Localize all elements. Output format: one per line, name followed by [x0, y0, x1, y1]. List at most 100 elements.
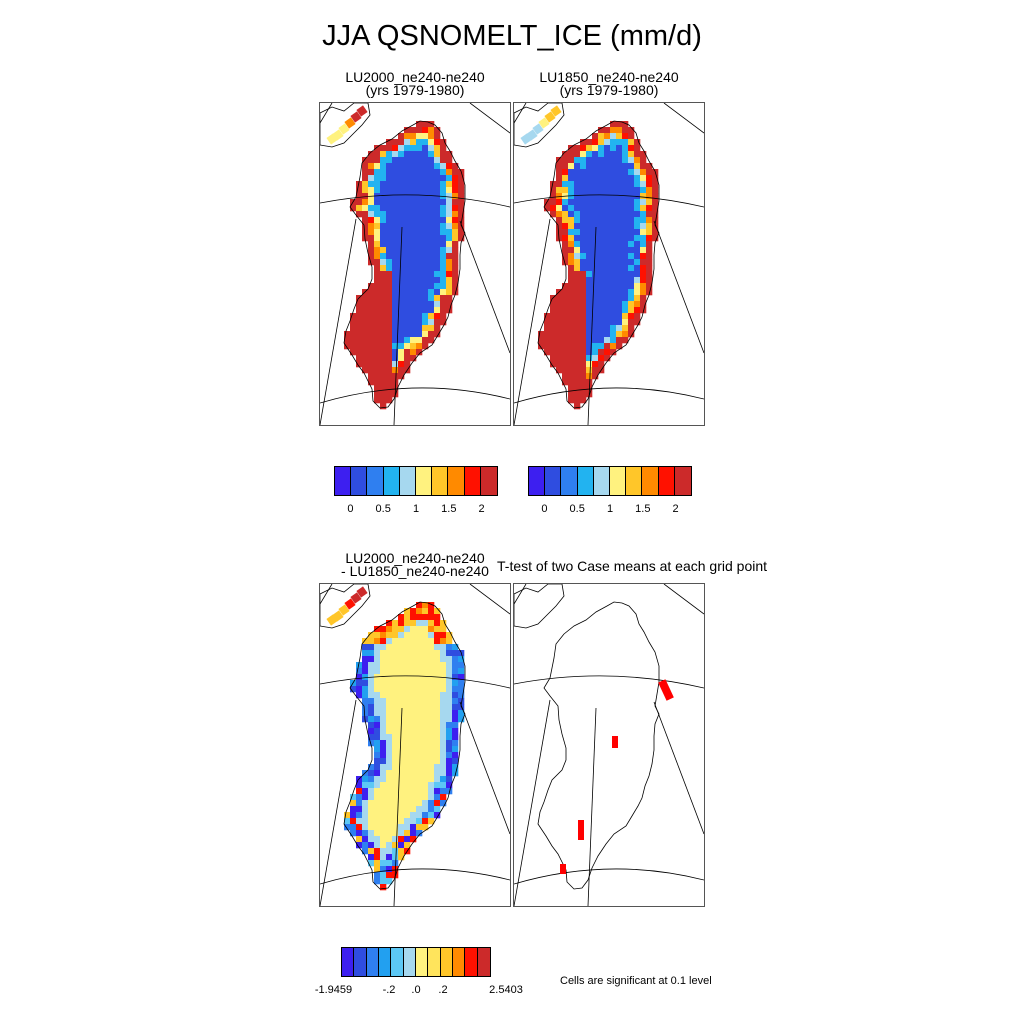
grid-cell: [368, 307, 374, 313]
grid-cell: [586, 241, 592, 247]
grid-cell: [404, 319, 410, 325]
grid-cell: [398, 818, 404, 824]
grid-cell: [362, 319, 368, 325]
grid-cell: [568, 211, 574, 217]
grid-cell: [568, 205, 574, 211]
grid-cell: [404, 716, 410, 722]
grid-cell: [640, 235, 646, 241]
grid-cell: [416, 782, 422, 788]
grid-cell: [422, 211, 428, 217]
grid-cell: [368, 728, 374, 734]
grid-cell: [610, 265, 616, 271]
map-lu1850: [514, 103, 704, 425]
grid-cell: [368, 295, 374, 301]
grid-cell: [568, 229, 574, 235]
grid-cell: [380, 842, 386, 848]
grid-cell: [380, 674, 386, 680]
grid-cell: [574, 289, 580, 295]
grid-cell: [628, 325, 634, 331]
grid-cell: [428, 782, 434, 788]
grid-cell: [386, 710, 392, 716]
grid-cell: [598, 331, 604, 337]
grid-cell: [410, 139, 416, 145]
grid-cell: [380, 686, 386, 692]
grid-cell: [434, 139, 440, 145]
grid-cell: [610, 235, 616, 241]
grid-cell: [422, 608, 428, 614]
grid-cell: [592, 175, 598, 181]
grid-cell: [574, 391, 580, 397]
grid-cell: [404, 686, 410, 692]
grid-cell: [446, 157, 452, 163]
grid-cell: [586, 277, 592, 283]
grid-cell: [398, 764, 404, 770]
grid-cell: [392, 217, 398, 223]
grid-cell: [452, 740, 458, 746]
grid-cell: [380, 668, 386, 674]
grid-cell: [392, 295, 398, 301]
grid-cell: [452, 223, 458, 229]
grid-cell: [398, 638, 404, 644]
grid-cell: [392, 794, 398, 800]
grid-cell: [362, 361, 368, 367]
grid-cell: [416, 145, 422, 151]
grid-cell: [562, 367, 568, 373]
grid-cell: [562, 199, 568, 205]
grid-cell: [398, 812, 404, 818]
grid-cell: [610, 163, 616, 169]
grid-cell: [410, 626, 416, 632]
grid-cell: [434, 199, 440, 205]
grid-cell: [392, 373, 398, 379]
grid-cell: [416, 764, 422, 770]
grid-cell: [380, 878, 386, 884]
grid-cell: [404, 259, 410, 265]
grid-cell: [446, 169, 452, 175]
grid-cell: [568, 223, 574, 229]
grid-cell: [610, 319, 616, 325]
grid-cell: [562, 343, 568, 349]
grid-cell: [374, 746, 380, 752]
grid-cell: [550, 307, 556, 313]
grid-cell: [592, 187, 598, 193]
grid-cell: [446, 289, 452, 295]
grid-cell: [604, 205, 610, 211]
grid-cell: [592, 349, 598, 355]
grid-cell: [634, 301, 640, 307]
grid-cell: [550, 343, 556, 349]
grid-cell: [368, 680, 374, 686]
grid-cell: [380, 223, 386, 229]
grid-cell: [440, 211, 446, 217]
grid-cell: [428, 608, 434, 614]
grid-cell: [434, 301, 440, 307]
grid-cell: [392, 662, 398, 668]
colorbar-swatch: [400, 467, 416, 495]
grid-cell: [398, 632, 404, 638]
grid-cell: [380, 235, 386, 241]
grid-cell: [622, 169, 628, 175]
grid-cell: [592, 319, 598, 325]
grid-cell: [428, 800, 434, 806]
grid-cell: [544, 337, 550, 343]
grid-cell: [428, 265, 434, 271]
grid-cell: [434, 632, 440, 638]
grid-cell: [362, 163, 368, 169]
grid-cell: [368, 788, 374, 794]
grid-cell: [434, 163, 440, 169]
grid-cell: [362, 698, 368, 704]
grid-cell: [452, 229, 458, 235]
grid-cell: [568, 355, 574, 361]
grid-cell: [368, 848, 374, 854]
grid-cell: [428, 247, 434, 253]
grid-cell: [628, 187, 634, 193]
grid-cell: [428, 644, 434, 650]
grid-cell: [416, 722, 422, 728]
grid-cell: [586, 319, 592, 325]
grid-cell: [404, 782, 410, 788]
grid-cell: [416, 253, 422, 259]
grid-cell: [386, 295, 392, 301]
grid-cell: [452, 752, 458, 758]
grid-cell: [452, 193, 458, 199]
grid-cell: [598, 151, 604, 157]
grid-cell: [622, 271, 628, 277]
grid-cell: [416, 674, 422, 680]
